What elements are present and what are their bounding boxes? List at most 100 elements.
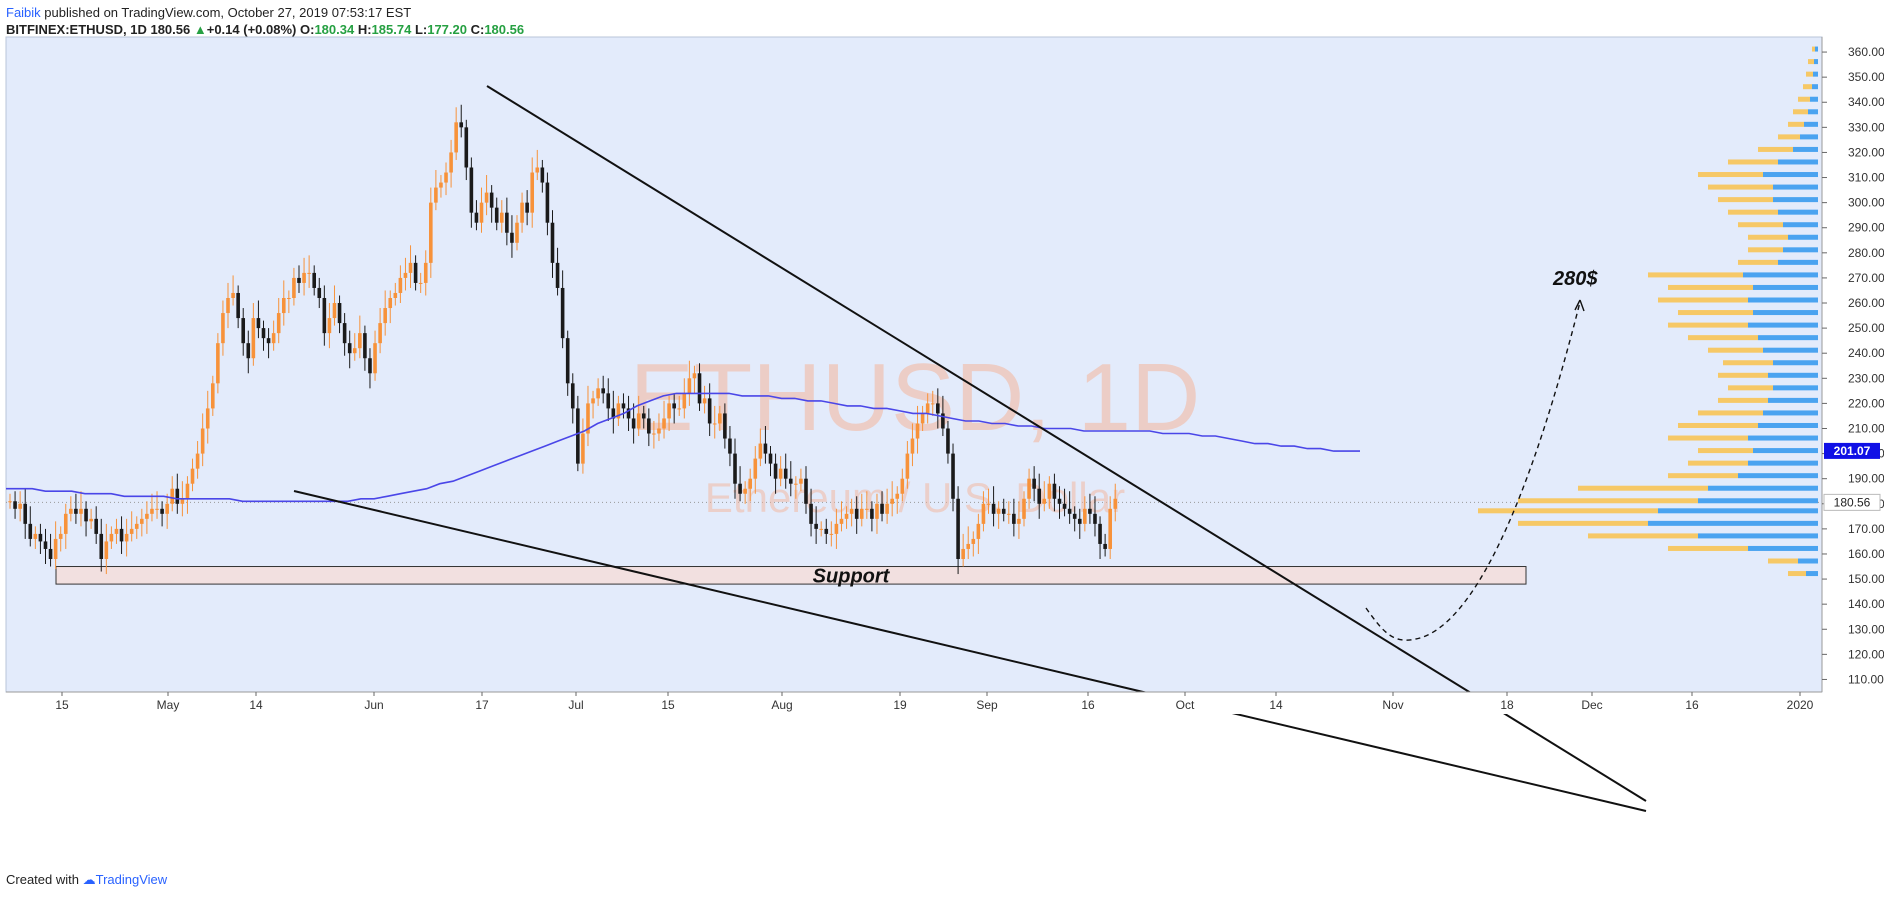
- price-tick-label: 350.00: [1848, 70, 1884, 84]
- price-tick-label: 110.00: [1848, 672, 1884, 686]
- candle-body: [246, 343, 251, 359]
- time-axis[interactable]: 15 May 14 Jun 17 Jul 15 Aug 19 Sep 16 Oct 14 Nov 18 Dec…: [6, 691, 1822, 714]
- price-tick-label: 340.00: [1848, 95, 1884, 109]
- volume-profile-bar: [1800, 134, 1818, 140]
- support-zone[interactable]: Support: [55, 565, 1527, 587]
- candle-body: [854, 508, 859, 519]
- projection-arrow[interactable]: [1365, 301, 1581, 641]
- price-tick-label: 140.00: [1848, 597, 1884, 611]
- volume-profile-bar: [1718, 372, 1768, 378]
- candle-body: [880, 503, 884, 514]
- candle-body: [403, 272, 408, 278]
- candle-body: [74, 508, 78, 514]
- candle-body: [1052, 483, 1057, 499]
- candles: [8, 104, 1118, 575]
- candle-body: [281, 297, 286, 314]
- candle-body: [1027, 478, 1031, 499]
- volume-profile-bar: [1798, 558, 1818, 564]
- volume-profile-bar: [1708, 184, 1773, 190]
- candle-body: [459, 122, 464, 128]
- volume-profile-bar: [1788, 234, 1818, 240]
- volume-profile-bar: [1806, 571, 1818, 577]
- candle-body: [718, 413, 722, 424]
- price-tick-label: 130.00: [1848, 622, 1884, 636]
- candle-body: [591, 398, 595, 404]
- volume-profile-bar: [1518, 498, 1698, 504]
- price-tags: 201.07 180.56: [1823, 442, 1881, 511]
- candle-body: [342, 323, 347, 344]
- tradingview-link[interactable]: TradingView: [95, 872, 168, 887]
- candle-body: [682, 393, 687, 409]
- candle-body: [241, 318, 246, 344]
- upper-trendline[interactable]: [486, 85, 1647, 802]
- volume-profile-bar: [1813, 71, 1818, 77]
- candle-body: [119, 528, 124, 542]
- candle-body: [936, 403, 940, 414]
- candle-body: [697, 373, 702, 404]
- trendlines[interactable]: 280$: [293, 85, 1647, 812]
- volume-profile-bar: [1748, 460, 1818, 466]
- volume-profile-bar: [1773, 360, 1818, 366]
- volume-profile-bar: [1806, 71, 1813, 77]
- candle-body: [606, 393, 611, 409]
- candle-body: [393, 292, 398, 298]
- candle-body: [829, 533, 834, 535]
- price-tick-label: 270.00: [1848, 271, 1884, 285]
- candle-body: [434, 187, 438, 203]
- publish-line: Faibik published on TradingView.com, Oct…: [6, 4, 524, 21]
- candle-body: [1047, 483, 1052, 499]
- candle-body: [337, 303, 342, 324]
- volume-profile-bar: [1708, 485, 1818, 491]
- candle-body: [783, 468, 788, 479]
- candle-body: [976, 523, 981, 539]
- volume-profile-bar: [1758, 146, 1793, 152]
- volume-profile-bar: [1688, 460, 1748, 466]
- target-label: 280$: [1552, 268, 1598, 290]
- candle-body: [444, 172, 448, 183]
- author-link[interactable]: Faibik: [6, 5, 41, 20]
- volume-profile-bar: [1668, 284, 1753, 290]
- volume-profile-bar: [1778, 134, 1800, 140]
- volume-profile-bar: [1658, 508, 1818, 514]
- candle-body: [1032, 478, 1036, 489]
- volume-profile-bar: [1815, 46, 1818, 52]
- price-tick-label: 310.00: [1848, 171, 1884, 185]
- volume-profile-bar: [1758, 422, 1818, 428]
- candle-body: [48, 548, 53, 559]
- support-rect[interactable]: [55, 566, 1527, 585]
- candle-body: [185, 483, 190, 499]
- candle-body: [981, 503, 986, 524]
- candle-body: [69, 508, 73, 514]
- volume-profile-bar: [1788, 571, 1806, 577]
- volume-profile-bar: [1668, 435, 1748, 441]
- candle-body: [479, 202, 484, 223]
- candle-body: [1093, 513, 1097, 524]
- volume-profile-bar: [1810, 96, 1818, 102]
- candle-body: [794, 483, 798, 485]
- price-tick-label: 300.00: [1848, 196, 1884, 210]
- time-tick-label: 17: [475, 698, 489, 712]
- candle-body: [1103, 543, 1107, 549]
- volume-profile-bar: [1773, 385, 1818, 391]
- volume-profile-bar: [1783, 247, 1818, 253]
- ma-price-tag: [1824, 442, 1880, 459]
- volume-profile-bar: [1698, 448, 1753, 454]
- candle-body: [991, 503, 996, 514]
- volume-profile-bar: [1678, 422, 1758, 428]
- chart-footer: Created with ☁TradingView: [6, 872, 167, 888]
- candle-body: [38, 533, 43, 542]
- volume-profile-bar: [1748, 247, 1783, 253]
- price-tick-label: 280.00: [1848, 246, 1884, 260]
- volume-profile-bar: [1793, 146, 1818, 152]
- candle-body: [165, 503, 169, 514]
- lower-trendline[interactable]: [293, 490, 1647, 812]
- candle-body: [261, 328, 266, 339]
- candle-body: [221, 313, 225, 344]
- candle-body: [292, 277, 296, 298]
- ohlc-line: BITFINEX:ETHUSD, 1D 180.56 ▲+0.14 (+0.08…: [6, 21, 524, 38]
- candle-body: [657, 428, 661, 434]
- candle-body: [778, 468, 783, 479]
- price-axis[interactable]: 110.00 120.00 130.00 140.00 150.00 160.00 170.…: [1821, 37, 1884, 692]
- candle-body: [870, 508, 874, 519]
